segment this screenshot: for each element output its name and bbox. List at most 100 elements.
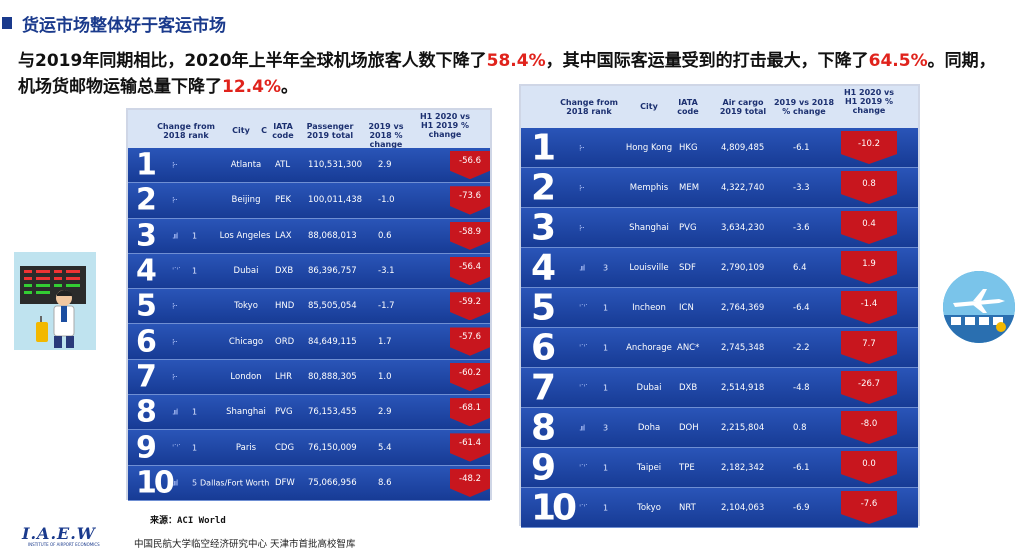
rank-number: 7 bbox=[531, 367, 557, 408]
iaew-logo: I.A.E.W bbox=[22, 524, 96, 543]
summary-highlight-3: 12.4% bbox=[222, 77, 281, 97]
cargo-total: 2,790,109 bbox=[721, 262, 765, 273]
footer-institution: 中国民航大学临空经济研究中心 天津市首批高校智库 bbox=[134, 539, 356, 550]
rank-number: 10 bbox=[136, 465, 175, 501]
h1-change-badge: 7.7 bbox=[841, 331, 897, 364]
slide-title: 货运市场整体好于客运市场 bbox=[22, 15, 226, 36]
iata-code: PEK bbox=[275, 195, 292, 206]
yoy-change: -1.7 bbox=[378, 301, 395, 312]
logo-subtitle: INSTITUTE OF AIRPORT ECONOMICS bbox=[28, 542, 100, 547]
header-iata: IATA code bbox=[272, 122, 294, 140]
rank-change-icon: ⁞·· bbox=[172, 160, 178, 170]
yoy-change: 6.4 bbox=[793, 262, 807, 273]
city-name: Dallas/Fort Worth bbox=[200, 478, 270, 488]
city-name: Dubai bbox=[636, 382, 662, 393]
yoy-change: -1.0 bbox=[378, 195, 395, 206]
traveler-departure-board-icon bbox=[20, 266, 86, 348]
header-h1-change: H1 2020 vs H1 2019 % change bbox=[843, 88, 895, 115]
passenger-total: 76,150,009 bbox=[308, 442, 357, 453]
summary-text-2: ，其中国际客运量受到的打击最大，下降了 bbox=[545, 51, 869, 71]
rank-change-icon: ⁞·· bbox=[579, 183, 585, 192]
yoy-change: 2.9 bbox=[378, 407, 392, 418]
rank-number: 1 bbox=[136, 147, 157, 183]
yoy-change: 1.7 bbox=[378, 336, 392, 347]
rank-change-icon: .ııl bbox=[172, 407, 178, 417]
cargo-total: 4,322,740 bbox=[721, 182, 765, 193]
summary-text-1: 与2019年同期相比，2020年上半年全球机场旅客人数下降了 bbox=[18, 51, 487, 71]
city-name: Los Angeles bbox=[219, 230, 271, 241]
h1-change-badge: 1.9 bbox=[841, 251, 897, 284]
rank-number: 2 bbox=[531, 167, 557, 208]
iata-code: DXB bbox=[679, 382, 698, 393]
header-iata: IATA code bbox=[677, 98, 699, 116]
rank-change-value: 3 bbox=[603, 423, 609, 432]
rank-number: 1 bbox=[531, 127, 557, 168]
iata-code: MEM bbox=[679, 182, 700, 193]
cargo-total: 2,764,369 bbox=[721, 302, 765, 313]
h1-change-badge: -7.6 bbox=[841, 491, 897, 524]
city-name: London bbox=[230, 371, 262, 382]
summary-highlight-1: 58.4% bbox=[486, 51, 546, 71]
iata-code: ANC* bbox=[677, 342, 700, 353]
h1-change-badge: 0.8 bbox=[841, 171, 897, 204]
iata-code: CDG bbox=[275, 442, 295, 453]
passenger-total: 80,888,305 bbox=[308, 371, 357, 382]
cargo-total: 2,182,342 bbox=[721, 462, 765, 473]
rank-change-value: 1 bbox=[192, 266, 198, 276]
rank-change-icon: ˈ˙ˈ˙ bbox=[579, 463, 588, 472]
iata-code: SDF bbox=[679, 262, 696, 273]
header-change-rank: Change from 2018 rank bbox=[157, 122, 215, 140]
rank-change-icon: ˈ˙ˈ˙ bbox=[579, 303, 588, 312]
yoy-change: 8.6 bbox=[378, 477, 392, 488]
rank-number: 5 bbox=[136, 288, 157, 324]
table-row: 3 .ııl 1 Los Angeles LAX 88,068,013 0.6 … bbox=[128, 218, 490, 254]
rank-change-icon: ⁞·· bbox=[579, 143, 585, 152]
city-name: Hong Kong bbox=[625, 142, 673, 153]
table-row: 10 ˈ˙ˈ˙ 1 Tokyo NRT 2,104,063 -6.9 -7.6 bbox=[521, 487, 918, 528]
table-row: 9 ˈ˙ˈ˙ 1 Paris CDG 76,150,009 5.4 -61.4 bbox=[128, 430, 490, 466]
h1-change-badge: 0.4 bbox=[841, 211, 897, 244]
rank-change-icon: .ııl bbox=[579, 263, 585, 272]
table-row: 1 ⁞·· Atlanta ATL 110,531,300 2.9 -56.6 bbox=[128, 147, 490, 184]
summary-text-4: 。 bbox=[280, 77, 298, 97]
table-row: 4 .ııl 3 Louisville SDF 2,790,109 6.4 1.… bbox=[521, 247, 918, 288]
table-row: 9 ˈ˙ˈ˙ 1 Taipei TPE 2,182,342 -6.1 0.0 bbox=[521, 447, 918, 488]
rank-number: 10 bbox=[531, 487, 577, 528]
source-note: 来源：ACI World bbox=[150, 516, 226, 526]
city-name: Anchorage bbox=[626, 342, 672, 353]
city-name: Beijing bbox=[231, 195, 261, 206]
city-name: Memphis bbox=[629, 182, 669, 193]
rank-number: 2 bbox=[136, 182, 157, 218]
yoy-change: -6.1 bbox=[793, 142, 810, 153]
header-city: City bbox=[640, 102, 658, 111]
air-cargo-ranking-table: Change from 2018 rank City IATA code Air… bbox=[519, 84, 920, 528]
rank-number: 3 bbox=[136, 218, 157, 254]
yoy-change: 2.9 bbox=[378, 160, 392, 171]
table-row: 2 ⁞·· Beijing PEK 100,011,438 -1.0 -73.6 bbox=[128, 182, 490, 219]
rank-number: 8 bbox=[136, 394, 157, 430]
header-passenger-total: Passenger 2019 total bbox=[306, 122, 354, 140]
h1-change-badge: -56.4 bbox=[450, 256, 490, 286]
cargo-total: 2,514,918 bbox=[721, 382, 765, 393]
slide-title-bar: 货运市场整体好于客运市场 bbox=[0, 12, 226, 36]
iata-code: LAX bbox=[275, 230, 292, 241]
yoy-change: 1.0 bbox=[378, 371, 392, 382]
rank-change-icon: ⁞·· bbox=[172, 301, 178, 311]
h1-change-badge: -10.2 bbox=[841, 131, 897, 164]
rank-number: 5 bbox=[531, 287, 557, 328]
passenger-total: 88,068,013 bbox=[308, 230, 357, 241]
passenger-table-rows: 1 ⁞·· Atlanta ATL 110,531,300 2.9 -56.6 … bbox=[128, 147, 490, 501]
iata-code: ORD bbox=[275, 336, 295, 347]
h1-change-badge: -26.7 bbox=[841, 371, 897, 404]
iata-code: PVG bbox=[275, 407, 293, 418]
table-row: 4 ˈ˙ˈ˙ 1 Dubai DXB 86,396,757 -3.1 -56.4 bbox=[128, 254, 490, 290]
iata-code: ATL bbox=[275, 160, 291, 171]
iata-code: NRT bbox=[679, 502, 696, 513]
h1-change-badge: 0.0 bbox=[841, 451, 897, 484]
table-row: 5 ˈ˙ˈ˙ 1 Incheon ICN 2,764,369 -6.4 -1.4 bbox=[521, 287, 918, 328]
h1-change-badge: -56.6 bbox=[450, 151, 490, 180]
h1-change-badge: -59.2 bbox=[450, 292, 490, 321]
city-name: Atlanta bbox=[230, 160, 262, 171]
rank-number: 6 bbox=[531, 327, 557, 368]
rank-number: 7 bbox=[136, 359, 157, 395]
